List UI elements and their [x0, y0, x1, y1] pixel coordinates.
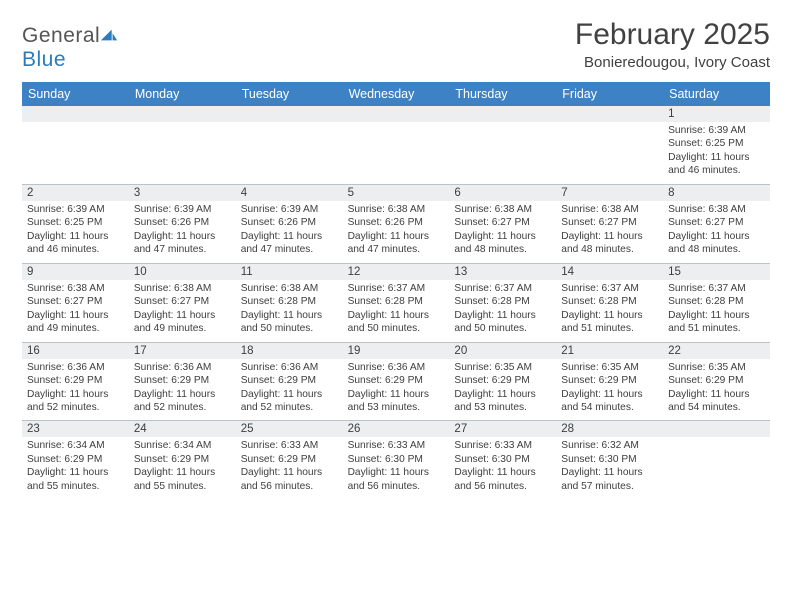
day-number [236, 106, 343, 122]
day-cell [343, 122, 450, 184]
day-number: 15 [663, 264, 770, 280]
weekday-col: Sunday [22, 83, 129, 106]
day-number: 4 [236, 185, 343, 201]
day-cell: Sunrise: 6:36 AMSunset: 6:29 PMDaylight:… [22, 359, 129, 421]
day-cell [663, 437, 770, 499]
day-number: 1 [663, 106, 770, 122]
day-number: 9 [22, 264, 129, 280]
day-number [343, 106, 450, 122]
day-number: 20 [449, 343, 556, 359]
day-number: 28 [556, 421, 663, 437]
day-cell: Sunrise: 6:33 AMSunset: 6:30 PMDaylight:… [449, 437, 556, 499]
day-number: 10 [129, 264, 236, 280]
weekday-col: Friday [556, 83, 663, 106]
day-number: 22 [663, 343, 770, 359]
day-cell [556, 122, 663, 184]
day-number: 5 [343, 185, 450, 201]
brand-name-blue: Blue [22, 48, 66, 71]
calendar-row: 9 10 11 12 13 14 15 Sunrise: 6:38 AMSuns… [22, 264, 770, 343]
location-label: Bonieredougou, Ivory Coast [575, 54, 770, 71]
day-cell: Sunrise: 6:35 AMSunset: 6:29 PMDaylight:… [556, 359, 663, 421]
day-cell: Sunrise: 6:33 AMSunset: 6:30 PMDaylight:… [343, 437, 450, 499]
day-cell [129, 122, 236, 184]
month-title: February 2025 [575, 18, 770, 52]
day-number: 18 [236, 343, 343, 359]
day-number: 17 [129, 343, 236, 359]
title-block: February 2025 Bonieredougou, Ivory Coast [575, 18, 770, 71]
day-cell: Sunrise: 6:39 AMSunset: 6:26 PMDaylight:… [236, 201, 343, 263]
day-cell: Sunrise: 6:35 AMSunset: 6:29 PMDaylight:… [449, 359, 556, 421]
brand-name: General Blue [22, 24, 118, 72]
day-cell: Sunrise: 6:34 AMSunset: 6:29 PMDaylight:… [129, 437, 236, 499]
brand-sail-icon [100, 28, 118, 42]
day-cell [449, 122, 556, 184]
day-number: 26 [343, 421, 450, 437]
day-number [663, 421, 770, 437]
day-number: 25 [236, 421, 343, 437]
day-cell: Sunrise: 6:38 AMSunset: 6:28 PMDaylight:… [236, 280, 343, 342]
calendar-body: 1 Sunrise: 6:39 AMSunset: 6:25 PMDayligh… [22, 106, 770, 499]
day-cell: Sunrise: 6:38 AMSunset: 6:26 PMDaylight:… [343, 201, 450, 263]
day-cell: Sunrise: 6:39 AMSunset: 6:25 PMDaylight:… [663, 122, 770, 184]
brand-name-general: General [22, 24, 100, 47]
day-number: 21 [556, 343, 663, 359]
day-number: 6 [449, 185, 556, 201]
day-number: 8 [663, 185, 770, 201]
calendar-row: 2 3 4 5 6 7 8 Sunrise: 6:39 AMSunset: 6:… [22, 185, 770, 264]
day-number: 19 [343, 343, 450, 359]
day-cell: Sunrise: 6:38 AMSunset: 6:27 PMDaylight:… [663, 201, 770, 263]
day-cell: Sunrise: 6:37 AMSunset: 6:28 PMDaylight:… [663, 280, 770, 342]
day-number: 27 [449, 421, 556, 437]
day-cell: Sunrise: 6:36 AMSunset: 6:29 PMDaylight:… [129, 359, 236, 421]
day-number: 7 [556, 185, 663, 201]
day-cell: Sunrise: 6:38 AMSunset: 6:27 PMDaylight:… [556, 201, 663, 263]
day-number: 16 [22, 343, 129, 359]
day-number [556, 106, 663, 122]
calendar-row: 1 Sunrise: 6:39 AMSunset: 6:25 PMDayligh… [22, 106, 770, 185]
day-cell: Sunrise: 6:39 AMSunset: 6:26 PMDaylight:… [129, 201, 236, 263]
day-number: 23 [22, 421, 129, 437]
day-cell: Sunrise: 6:32 AMSunset: 6:30 PMDaylight:… [556, 437, 663, 499]
weekday-col: Tuesday [236, 83, 343, 106]
day-cell: Sunrise: 6:37 AMSunset: 6:28 PMDaylight:… [343, 280, 450, 342]
day-cell: Sunrise: 6:33 AMSunset: 6:29 PMDaylight:… [236, 437, 343, 499]
day-cell: Sunrise: 6:37 AMSunset: 6:28 PMDaylight:… [556, 280, 663, 342]
day-number [129, 106, 236, 122]
day-number: 13 [449, 264, 556, 280]
day-cell: Sunrise: 6:34 AMSunset: 6:29 PMDaylight:… [22, 437, 129, 499]
calendar-page: General Blue February 2025 Bonieredougou… [0, 0, 792, 517]
day-number: 11 [236, 264, 343, 280]
day-number: 3 [129, 185, 236, 201]
day-cell [22, 122, 129, 184]
day-number [22, 106, 129, 122]
day-cell: Sunrise: 6:38 AMSunset: 6:27 PMDaylight:… [129, 280, 236, 342]
header: General Blue February 2025 Bonieredougou… [22, 18, 770, 72]
calendar-row: 16 17 18 19 20 21 22 Sunrise: 6:36 AMSun… [22, 343, 770, 422]
day-cell: Sunrise: 6:38 AMSunset: 6:27 PMDaylight:… [449, 201, 556, 263]
day-cell: Sunrise: 6:35 AMSunset: 6:29 PMDaylight:… [663, 359, 770, 421]
day-number: 14 [556, 264, 663, 280]
day-cell: Sunrise: 6:36 AMSunset: 6:29 PMDaylight:… [343, 359, 450, 421]
day-cell: Sunrise: 6:38 AMSunset: 6:27 PMDaylight:… [22, 280, 129, 342]
calendar-row: 23 24 25 26 27 28 Sunrise: 6:34 AMSunset… [22, 421, 770, 499]
day-cell: Sunrise: 6:39 AMSunset: 6:25 PMDaylight:… [22, 201, 129, 263]
day-number [449, 106, 556, 122]
day-number: 24 [129, 421, 236, 437]
weekday-col: Thursday [449, 83, 556, 106]
day-cell [236, 122, 343, 184]
day-cell: Sunrise: 6:37 AMSunset: 6:28 PMDaylight:… [449, 280, 556, 342]
weekday-col: Monday [129, 83, 236, 106]
day-cell: Sunrise: 6:36 AMSunset: 6:29 PMDaylight:… [236, 359, 343, 421]
day-number: 2 [22, 185, 129, 201]
weekday-col: Saturday [663, 83, 770, 106]
day-number: 12 [343, 264, 450, 280]
weekday-header: Sunday Monday Tuesday Wednesday Thursday… [22, 82, 770, 106]
brand-logo: General Blue [22, 18, 118, 72]
weekday-col: Wednesday [343, 83, 450, 106]
